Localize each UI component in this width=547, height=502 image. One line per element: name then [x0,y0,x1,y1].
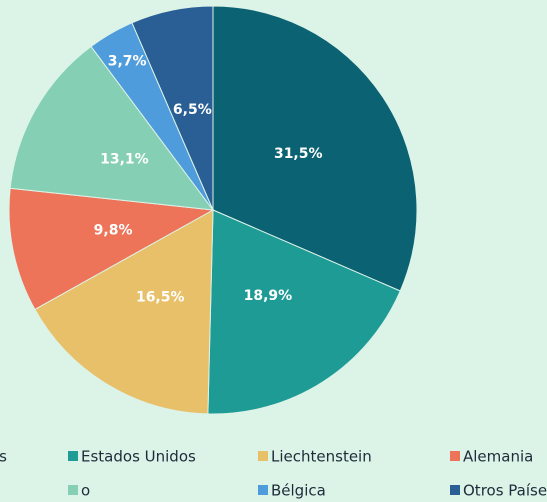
value-label: 6,5% [173,102,212,118]
legend-label: Otros Países [463,482,547,500]
legend-swatch [68,485,78,495]
legend-label: Estados Unidos [81,448,196,466]
value-label: 3,7% [108,54,147,70]
value-label: 16,5% [136,289,185,305]
legend-swatch [68,451,78,461]
pie-slice [34,209,214,415]
legend-swatch [258,485,268,495]
pie-slice [207,209,401,415]
value-label: 31,5% [274,146,323,162]
legend-swatch [258,451,268,461]
legend-label: Bélgica [271,482,326,500]
legend-label: Alemania [463,448,533,466]
value-label: 13,1% [100,151,149,167]
legend-swatch [450,485,460,495]
legend-label: Liechtenstein [271,448,372,466]
pie-slice [8,187,215,311]
legend-label: s [0,448,7,466]
legend-swatch [450,451,460,461]
pie-slice [212,5,418,292]
pie-slice [131,5,214,211]
value-label: 9,8% [94,222,133,238]
legend-label: o [81,482,90,500]
pie-slice [9,45,215,211]
value-label: 18,9% [244,288,293,304]
